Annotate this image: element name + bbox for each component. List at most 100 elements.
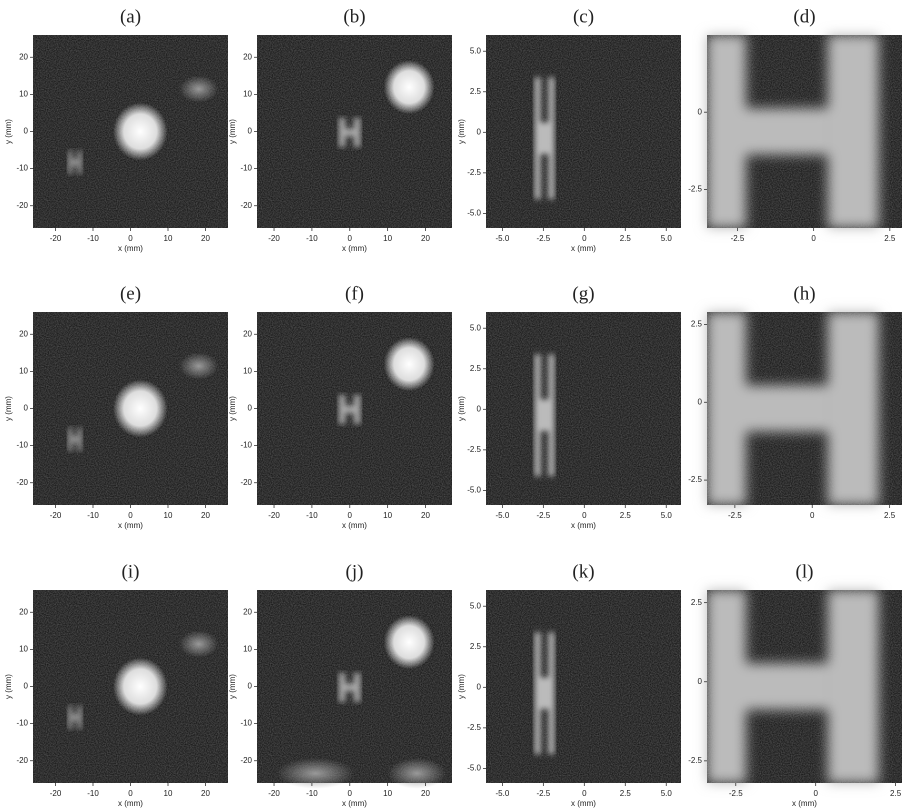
h-stroke [338, 683, 361, 692]
y-tick-label: -10 [240, 441, 252, 450]
x-tick-label: 10 [164, 789, 173, 798]
h-stroke [746, 663, 828, 710]
y-axis-label: y (mm) [457, 119, 466, 144]
y-tick-label: -20 [240, 756, 252, 765]
x-tick-label: 0 [810, 511, 815, 520]
x-axis-label: x (mm) [571, 521, 596, 530]
h-stroke [707, 312, 746, 505]
x-tick-label: 0 [128, 511, 133, 520]
y-axis-label: y (mm) [4, 119, 13, 144]
y-tick-label: 0 [24, 404, 29, 413]
h-stroke [746, 108, 828, 155]
image [257, 590, 452, 789]
x-tick-label: -5.0 [495, 511, 509, 520]
y-tick-label: 2.5 [691, 320, 703, 329]
h-stroke [746, 385, 828, 432]
x-tick-label: -10 [87, 234, 99, 243]
h-shape [338, 117, 361, 147]
y-tick-label: -2.5 [688, 756, 702, 765]
y-tick-label: -10 [16, 441, 28, 450]
y-tick-label: 5.0 [470, 601, 482, 610]
panel-label: (e) [120, 283, 141, 304]
y-tick-label: 5.0 [470, 323, 482, 332]
y-tick-label: 0 [698, 107, 703, 116]
h-stroke [534, 122, 555, 155]
image [486, 35, 681, 228]
bright-spot [383, 615, 435, 670]
h-stroke [534, 399, 555, 432]
x-axis-label: x (mm) [342, 521, 367, 530]
x-tick-label: -20 [268, 234, 280, 243]
x-tick-label: -20 [268, 511, 280, 520]
y-axis-label: y (mm) [228, 396, 237, 421]
y-tick-label: -10 [240, 164, 252, 173]
x-axis-label: x (mm) [792, 799, 817, 808]
x-tick-label: 0 [348, 511, 353, 520]
x-axis-label: x (mm) [571, 799, 596, 808]
image [33, 312, 228, 505]
y-tick-label: -2.5 [467, 168, 481, 177]
panel-label: (c) [573, 6, 594, 27]
h-shape [68, 427, 82, 451]
y-tick-label: -10 [240, 719, 252, 728]
y-tick-label: 0 [698, 677, 703, 686]
bright-spot [387, 757, 447, 789]
h-shape [338, 394, 361, 424]
bright-spot [112, 379, 168, 438]
y-tick-label: 0 [24, 682, 29, 691]
panel-label: (b) [343, 6, 365, 27]
y-tick-label: 0 [477, 682, 482, 691]
x-tick-label: 2.5 [620, 789, 632, 798]
h-stroke [338, 128, 361, 137]
y-tick-label: -20 [16, 478, 28, 487]
h-shape [68, 705, 82, 729]
y-tick-label: 10 [19, 644, 28, 653]
y-tick-label: 10 [19, 89, 28, 98]
x-tick-label: 10 [164, 234, 173, 243]
x-tick-label: 0 [813, 789, 818, 798]
y-tick-label: 0 [698, 397, 703, 406]
h-shape [707, 590, 879, 783]
y-tick-label: -2.5 [688, 475, 702, 484]
bright-spot [179, 630, 219, 658]
y-tick-label: 20 [243, 607, 252, 616]
y-tick-label: -20 [240, 201, 252, 210]
y-tick-label: 0 [24, 127, 29, 136]
x-tick-label: -10 [306, 511, 318, 520]
x-tick-label: 0 [128, 789, 133, 798]
x-tick-label: 10 [383, 789, 392, 798]
image [707, 312, 902, 505]
x-tick-label: 2.5 [884, 234, 896, 243]
bright-spot [179, 352, 219, 380]
image [707, 35, 902, 228]
y-tick-label: -20 [240, 478, 252, 487]
y-tick-label: 0 [248, 682, 253, 691]
x-axis-label: x (mm) [342, 244, 367, 253]
image [33, 590, 228, 783]
bright-spot [179, 75, 219, 103]
panel-label: (g) [572, 283, 594, 304]
y-tick-label: 10 [243, 366, 252, 375]
x-tick-label: -2.5 [536, 234, 550, 243]
y-tick-label: -20 [16, 756, 28, 765]
bright-spot [112, 657, 168, 716]
y-tick-label: 2.5 [470, 87, 482, 96]
h-stroke [707, 590, 746, 783]
image-noise [486, 590, 681, 783]
h-stroke [534, 677, 555, 710]
bright-spot [383, 337, 435, 392]
x-tick-label: 20 [201, 511, 210, 520]
x-tick-label: -20 [50, 234, 62, 243]
bright-spot [112, 102, 168, 161]
x-tick-label: -20 [50, 511, 62, 520]
x-tick-label: -5.0 [495, 789, 509, 798]
panel-label: (f) [345, 283, 364, 304]
y-tick-label: -5.0 [467, 486, 481, 495]
y-tick-label: 20 [19, 52, 28, 61]
y-tick-label: 2.5 [470, 364, 482, 373]
x-tick-label: 10 [164, 511, 173, 520]
panel-label: (j) [346, 561, 364, 582]
bright-spot [276, 757, 355, 789]
h-stroke [827, 35, 879, 228]
x-tick-label: -20 [50, 789, 62, 798]
